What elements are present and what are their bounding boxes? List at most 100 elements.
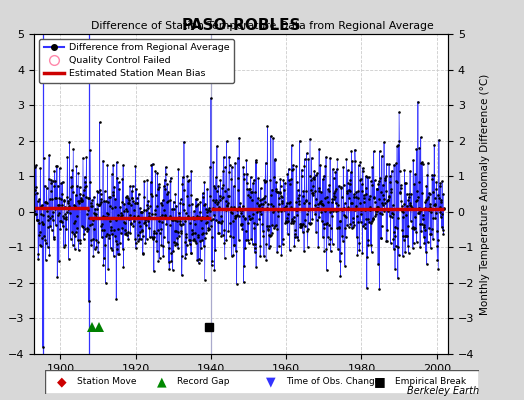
Point	[53, 182, 62, 189]
Point	[135, 236, 144, 242]
Point	[367, 178, 375, 184]
Point	[51, 178, 59, 184]
Point	[191, 196, 200, 202]
Point	[330, 175, 338, 181]
Point	[97, 234, 106, 241]
Point	[30, 191, 38, 198]
Point	[262, 257, 270, 263]
Point	[391, 242, 400, 249]
Point	[148, 193, 156, 200]
Point	[34, 250, 42, 257]
Point	[45, 176, 53, 182]
Point	[318, 218, 326, 224]
Point	[311, 172, 320, 179]
Point	[57, 218, 65, 224]
Point	[382, 188, 390, 194]
Point	[339, 164, 347, 170]
Point	[288, 142, 296, 148]
Point	[128, 182, 137, 189]
Point	[264, 227, 272, 233]
Point	[79, 192, 88, 198]
Point	[83, 228, 92, 234]
Point	[435, 182, 444, 189]
Point	[308, 216, 316, 222]
Point	[312, 196, 321, 202]
Point	[424, 207, 433, 214]
Point	[267, 192, 275, 198]
Point	[359, 195, 368, 201]
Point	[212, 217, 221, 224]
Point	[298, 173, 306, 179]
Point	[248, 214, 256, 221]
Point	[436, 214, 445, 220]
Point	[265, 223, 273, 229]
Point	[287, 220, 296, 226]
Point	[72, 192, 80, 198]
Point	[350, 191, 358, 198]
Point	[93, 201, 101, 208]
Point	[403, 203, 411, 209]
Point	[343, 188, 351, 194]
Point	[323, 194, 331, 200]
Point	[341, 200, 349, 206]
Point	[178, 272, 186, 279]
Point	[198, 214, 206, 220]
Point	[350, 194, 358, 200]
Point	[227, 253, 236, 259]
Point	[108, 192, 117, 198]
Point	[278, 194, 286, 200]
Point	[167, 249, 176, 256]
Point	[390, 162, 398, 168]
Point	[278, 198, 287, 205]
Point	[424, 194, 432, 200]
Point	[299, 221, 308, 228]
Point	[205, 205, 213, 212]
Point	[150, 268, 158, 274]
Point	[305, 173, 314, 179]
Point	[41, 199, 50, 205]
Point	[39, 212, 47, 218]
Point	[62, 214, 70, 220]
Point	[74, 247, 83, 254]
Point	[260, 193, 269, 199]
Point	[423, 195, 431, 202]
Point	[227, 204, 235, 210]
Point	[176, 196, 184, 202]
Text: Station Move: Station Move	[77, 378, 137, 386]
Point	[331, 169, 340, 175]
Point	[211, 184, 219, 191]
Point	[175, 232, 183, 239]
Point	[172, 235, 181, 241]
Point	[271, 223, 279, 230]
Point	[325, 208, 334, 215]
Point	[363, 254, 372, 260]
Point	[367, 249, 376, 255]
Point	[56, 226, 64, 232]
Point	[141, 216, 149, 222]
Point	[304, 220, 313, 226]
Point	[340, 182, 348, 188]
Point	[357, 210, 366, 217]
Point	[259, 194, 268, 201]
Point	[154, 258, 162, 264]
Point	[342, 214, 350, 220]
Point	[67, 184, 75, 191]
Point	[253, 208, 261, 215]
Point	[294, 201, 303, 208]
Point	[118, 246, 127, 252]
Point	[245, 186, 253, 192]
Point	[182, 234, 190, 240]
Point	[77, 190, 85, 197]
Point	[131, 163, 139, 169]
Point	[349, 215, 357, 221]
Point	[39, 220, 48, 227]
Point	[51, 222, 60, 228]
Point	[101, 213, 109, 220]
Point	[287, 176, 295, 182]
Point	[237, 207, 246, 213]
Point	[309, 183, 318, 189]
Point	[201, 220, 210, 226]
Point	[111, 204, 119, 210]
Point	[389, 205, 397, 212]
Point	[348, 224, 357, 230]
